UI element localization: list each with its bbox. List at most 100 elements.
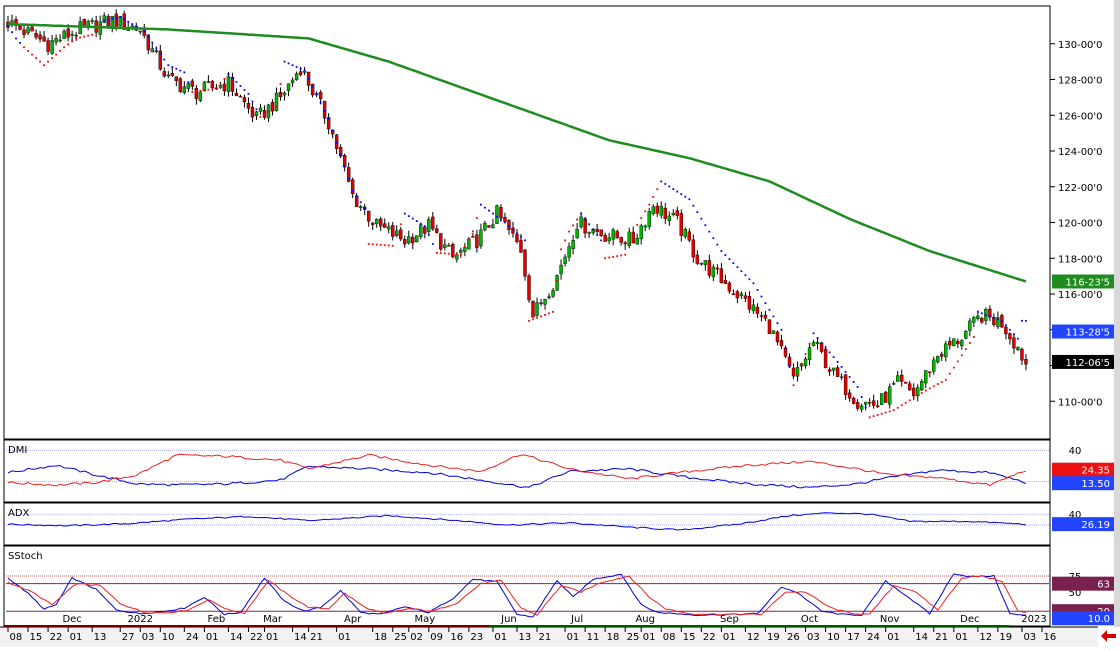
- parabolic-sar-dot: [960, 354, 963, 357]
- parabolic-sar-dot: [187, 81, 190, 84]
- parabolic-sar-dot: [91, 33, 94, 36]
- parabolic-sar-dot: [335, 141, 338, 144]
- parabolic-sar-dot: [808, 342, 811, 345]
- price-candle-body: [1016, 347, 1020, 351]
- parabolic-sar-dot: [447, 252, 450, 255]
- parabolic-sar-dot: [832, 356, 835, 359]
- price-candle-body: [238, 95, 243, 98]
- x-axis-tick-label: 09: [430, 632, 443, 643]
- parabolic-sar-dot: [395, 234, 398, 236]
- price-candle-body: [511, 227, 515, 234]
- sstoch-value-label-text: 63: [1097, 580, 1110, 591]
- parabolic-sar-dot: [516, 232, 518, 235]
- parabolic-sar-dot: [31, 53, 33, 56]
- parabolic-sar-dot: [484, 206, 486, 209]
- price-candle-body: [178, 78, 183, 92]
- x-axis-tick-label: 01: [70, 632, 83, 643]
- parabolic-sar-dot: [880, 412, 883, 415]
- scrollbar-edge[interactable]: [1114, 0, 1120, 627]
- price-candle-body: [1012, 337, 1016, 349]
- price-candle-body: [322, 100, 327, 119]
- price-candle-body: [547, 296, 551, 298]
- parabolic-sar-dot: [227, 73, 230, 76]
- parabolic-sar-dot: [800, 363, 803, 366]
- price-candle-body: [663, 207, 667, 219]
- price-candle-body: [70, 34, 74, 36]
- parabolic-sar-dot: [251, 100, 254, 103]
- parabolic-sar-dot: [191, 91, 194, 93]
- price-candle-body: [819, 342, 824, 352]
- price-candle-body: [659, 205, 663, 216]
- parabolic-sar-dot: [908, 399, 911, 402]
- price-candle-body: [631, 232, 635, 244]
- x-axis-month-label: May: [414, 614, 435, 625]
- price-candle-body: [863, 401, 868, 405]
- price-candle-body: [427, 219, 431, 232]
- parabolic-sar-dot: [628, 242, 631, 244]
- price-candle-body: [563, 256, 567, 264]
- price-candle-body: [154, 50, 158, 52]
- dmi-panel-frame: [3, 439, 1051, 503]
- parabolic-sar-dot: [740, 270, 743, 273]
- price-candle-body: [346, 167, 351, 182]
- price-candle-body: [912, 387, 916, 397]
- price-candle-body: [787, 356, 792, 367]
- price-candle-body: [379, 218, 383, 227]
- parabolic-sar-dot: [179, 69, 182, 72]
- price-candle-body: [875, 405, 880, 407]
- price-value-label-bg: [1052, 324, 1114, 339]
- parabolic-sar-dot: [616, 255, 619, 258]
- parabolic-sar-dot: [451, 253, 454, 255]
- price-candle-body: [671, 212, 675, 215]
- price-candle-body: [435, 228, 439, 233]
- parabolic-sar-dot: [636, 223, 639, 226]
- x-axis-tick-label: 24: [186, 632, 199, 643]
- x-axis-tick-label: 14: [915, 632, 928, 643]
- price-candle-body: [443, 244, 447, 248]
- price-candle-body: [90, 20, 94, 22]
- parabolic-sar-dot: [612, 255, 615, 258]
- parabolic-sar-dot: [299, 67, 302, 70]
- dmi-y-tick-label: 40: [1069, 446, 1082, 457]
- x-axis-tick-label: 01: [494, 632, 507, 643]
- price-candle-body: [956, 341, 960, 345]
- sstoch-value-label-bg: [1052, 611, 1114, 626]
- price-candle-body: [543, 299, 547, 305]
- parabolic-sar-dot: [780, 328, 783, 331]
- left-arrow-icon[interactable]: [1098, 627, 1120, 647]
- parabolic-sar-dot: [327, 117, 330, 120]
- price-candle-body: [439, 233, 443, 250]
- x-axis-tick-label: 12: [979, 632, 992, 643]
- price-candle-body: [62, 30, 66, 40]
- dmi-panel: 40 24.35 13.50: [6, 446, 1114, 491]
- price-candle-body: [407, 236, 411, 244]
- price-candle-body: [523, 249, 527, 277]
- adx-title: ADX: [8, 508, 30, 519]
- price-candle-body: [587, 232, 591, 234]
- price-candle-body: [948, 340, 952, 346]
- parabolic-sar-dot: [171, 66, 174, 68]
- parabolic-sar-dot: [812, 332, 815, 335]
- price-candle-body: [839, 376, 844, 378]
- sstoch-value-label: 63: [1052, 576, 1114, 591]
- price-candle-body: [599, 229, 603, 236]
- parabolic-sar-dot: [235, 81, 238, 83]
- parabolic-sar-dot: [904, 401, 907, 404]
- parabolic-sar-dot: [215, 87, 218, 90]
- parabolic-sar-dot: [656, 188, 659, 191]
- x-axis-tick-label: 22: [50, 632, 63, 643]
- parabolic-sar-dot: [147, 35, 150, 38]
- parabolic-sar-dot: [548, 312, 550, 315]
- price-candle-body: [375, 218, 379, 224]
- price-candle-body: [186, 83, 191, 89]
- parabolic-sar-dot: [107, 18, 110, 21]
- parabolic-sar-dot: [884, 411, 887, 414]
- price-candle-body: [290, 79, 295, 84]
- price-panel-frame: [3, 5, 1051, 440]
- parabolic-sar-dot: [736, 266, 739, 269]
- price-candle-body: [575, 228, 579, 239]
- price-candle-body: [282, 92, 287, 96]
- parabolic-sar-dot: [367, 243, 370, 245]
- x-axis-month-label: Nov: [880, 614, 900, 625]
